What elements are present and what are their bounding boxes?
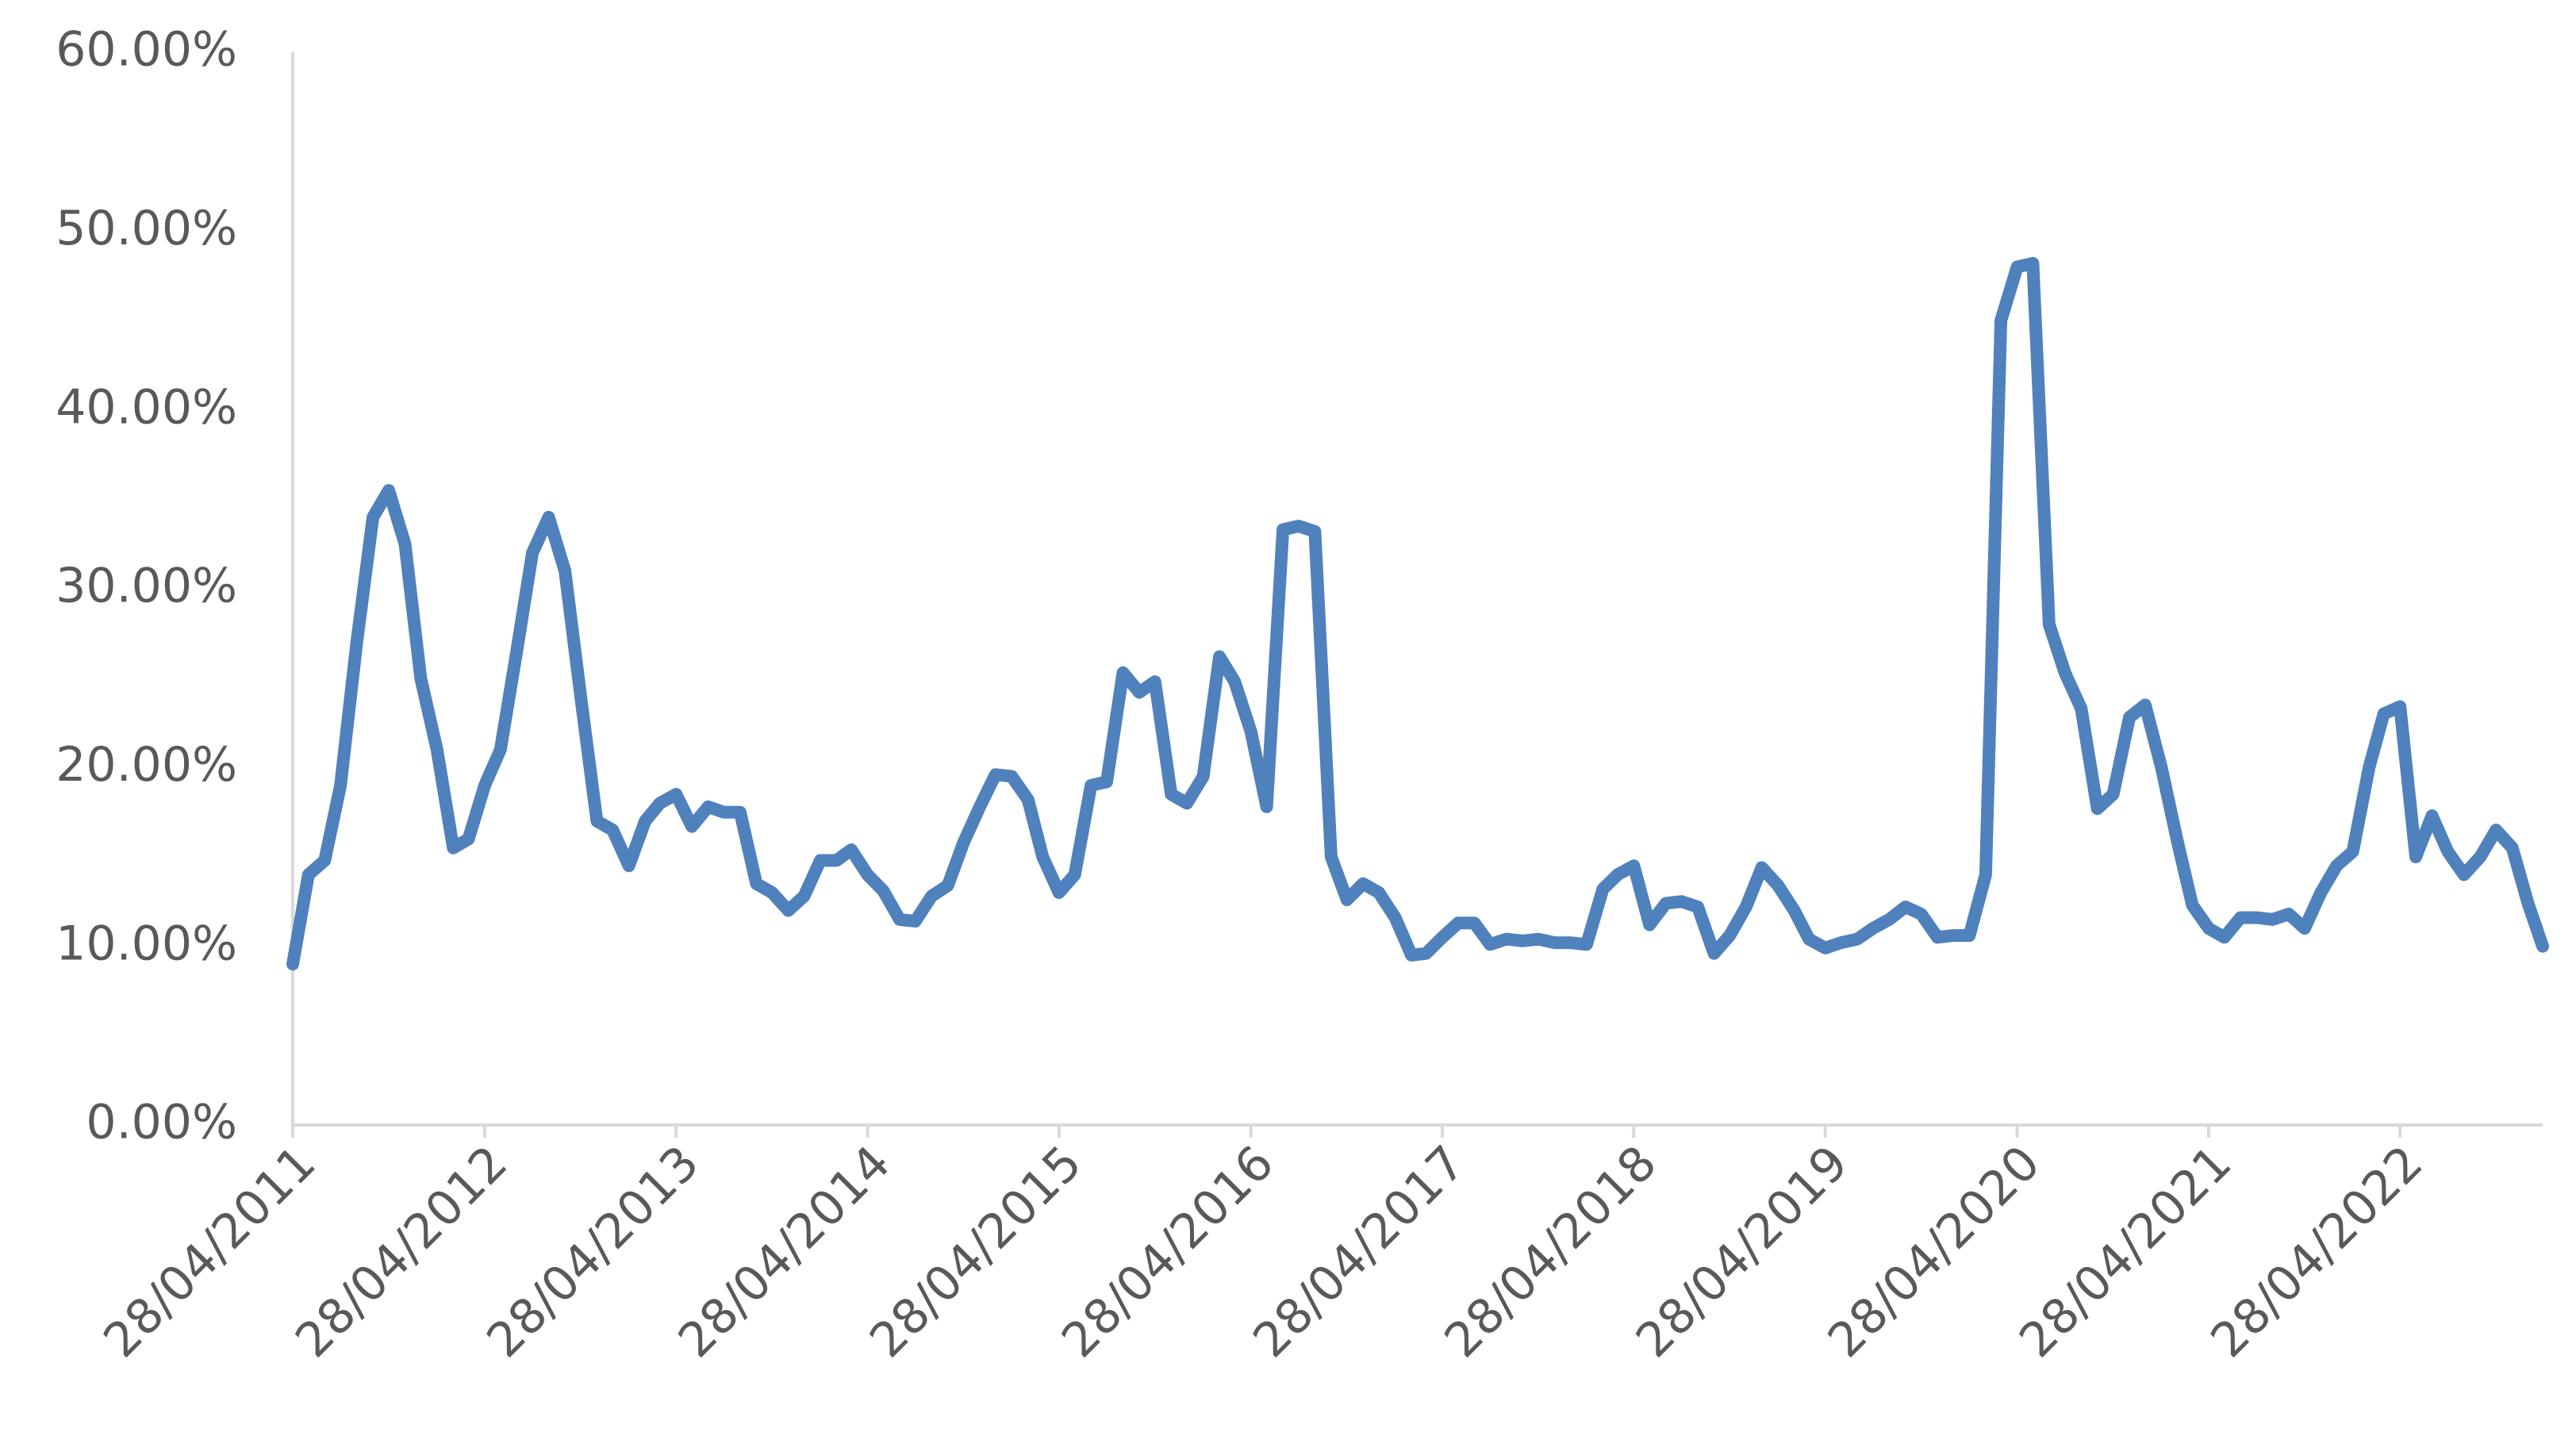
y-tick-label: 40.00% bbox=[56, 379, 237, 435]
y-tick-label: 30.00% bbox=[56, 559, 237, 614]
y-tick-label: 0.00% bbox=[86, 1095, 237, 1150]
y-tick-label: 10.00% bbox=[56, 916, 237, 971]
y-tick-label: 20.00% bbox=[56, 737, 237, 793]
y-tick-label: 60.00% bbox=[56, 22, 237, 78]
line-series bbox=[286, 256, 2549, 971]
y-tick-label: 50.00% bbox=[56, 201, 237, 256]
